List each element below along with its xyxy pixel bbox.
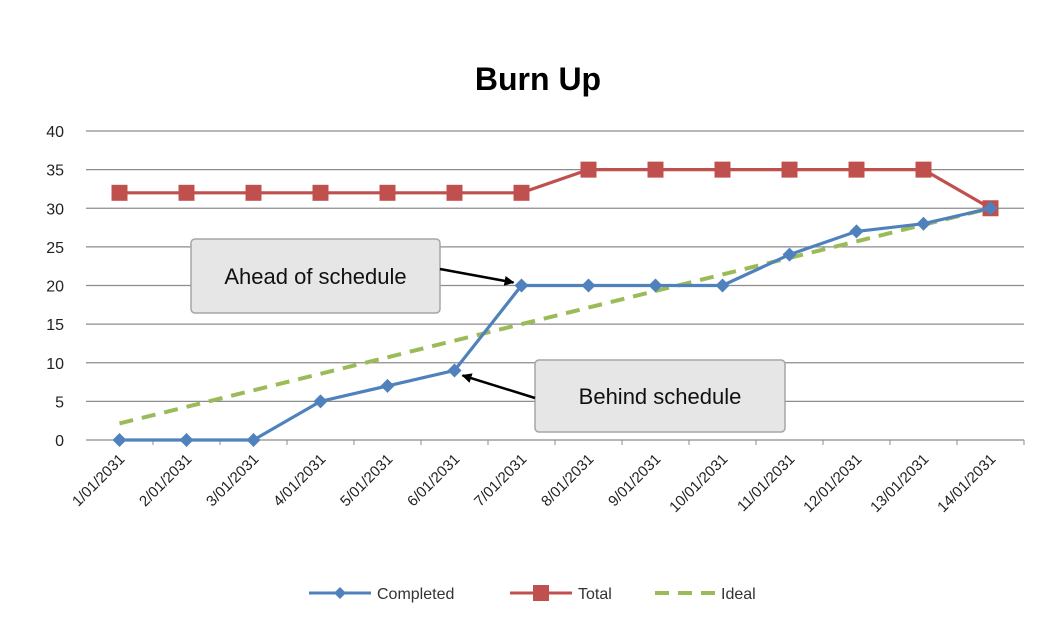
x-tick-label: 7/01/2031 [471, 451, 530, 510]
callout-box [534, 359, 786, 433]
legend: Completed Total Ideal [309, 585, 756, 603]
data-point-completed [648, 278, 663, 293]
data-point-completed [380, 378, 395, 393]
data-point-total [580, 161, 597, 178]
callout-text: Ahead of schedule [224, 264, 406, 289]
y-tick-label: 15 [46, 317, 64, 334]
y-tick-label: 40 [46, 124, 64, 141]
x-tick-label: 6/01/2031 [404, 451, 463, 510]
series-group [111, 161, 999, 447]
data-point-total [848, 161, 865, 178]
x-tick-label: 8/01/2031 [538, 451, 597, 510]
x-tick-label: 9/01/2031 [605, 451, 664, 510]
data-point-completed [916, 216, 931, 231]
callout-arrow [461, 373, 536, 400]
data-point-total [379, 184, 396, 201]
legend-label: Completed [377, 586, 454, 603]
callout-box [190, 238, 441, 314]
series-line-completed [119, 206, 991, 442]
data-point-completed [581, 278, 596, 293]
legend-item-total: Total [510, 585, 612, 603]
callout-arrow [439, 267, 515, 286]
y-tick-label: 35 [46, 163, 64, 180]
data-point-total [446, 184, 463, 201]
data-point-completed [447, 363, 462, 378]
x-tick-label: 11/01/2031 [734, 451, 798, 515]
y-tick-label: 0 [55, 433, 64, 450]
x-tick-label: 2/01/2031 [136, 451, 195, 510]
y-tick-label: 10 [46, 356, 64, 373]
x-tick-label: 1/01/2031 [69, 451, 128, 510]
x-tick-label: 10/01/2031 [666, 451, 731, 516]
y-tick-label: 5 [55, 394, 64, 411]
y-tick-label: 20 [46, 279, 64, 296]
y-tick-label: 25 [46, 240, 64, 257]
data-point-completed [849, 224, 864, 239]
data-point-completed [715, 278, 730, 293]
x-tick-label: 5/01/2031 [337, 451, 396, 510]
legend-label: Ideal [721, 586, 756, 603]
data-point-completed [514, 278, 529, 293]
x-axis-ticks: 1/01/2031 2/01/2031 3/01/2031 4/01/2031 5/01… [69, 440, 1025, 516]
chart-title: Burn Up [475, 61, 601, 97]
callout-text: Behind schedule [579, 384, 742, 409]
legend-swatch-marker [533, 585, 549, 601]
data-point-completed [179, 433, 194, 447]
legend-swatch-marker [334, 587, 346, 599]
y-tick-label: 30 [46, 201, 64, 218]
data-point-total [245, 184, 262, 201]
data-point-total [714, 161, 731, 178]
data-point-total [312, 184, 329, 201]
x-tick-label: 13/01/2031 [867, 451, 932, 516]
x-tick-label: 3/01/2031 [203, 451, 262, 510]
data-point-completed [983, 201, 998, 216]
x-tick-label: 14/01/2031 [934, 451, 999, 516]
data-point-total [513, 184, 530, 201]
x-tick-label: 4/01/2031 [270, 451, 329, 510]
data-point-completed [782, 247, 797, 262]
callout-ahead: Ahead of schedule [190, 238, 515, 314]
annotations: Ahead of schedule Behind schedule [190, 238, 786, 433]
data-point-total [111, 184, 128, 201]
data-point-completed [112, 433, 127, 447]
callout-behind: Behind schedule [461, 359, 786, 433]
data-point-completed [246, 433, 261, 447]
legend-item-completed: Completed [309, 586, 454, 603]
x-tick-label: 12/01/2031 [800, 451, 865, 516]
data-point-completed [313, 394, 328, 409]
data-point-total [915, 161, 932, 178]
data-point-total [781, 161, 798, 178]
series-line-ideal [119, 206, 991, 426]
data-point-total [178, 184, 195, 201]
data-point-total [647, 161, 664, 178]
legend-item-ideal: Ideal [655, 586, 756, 603]
legend-label: Total [578, 586, 612, 603]
series-line-total [119, 168, 992, 210]
y-axis-ticks: 0 5 10 15 20 25 30 35 40 [46, 124, 64, 450]
